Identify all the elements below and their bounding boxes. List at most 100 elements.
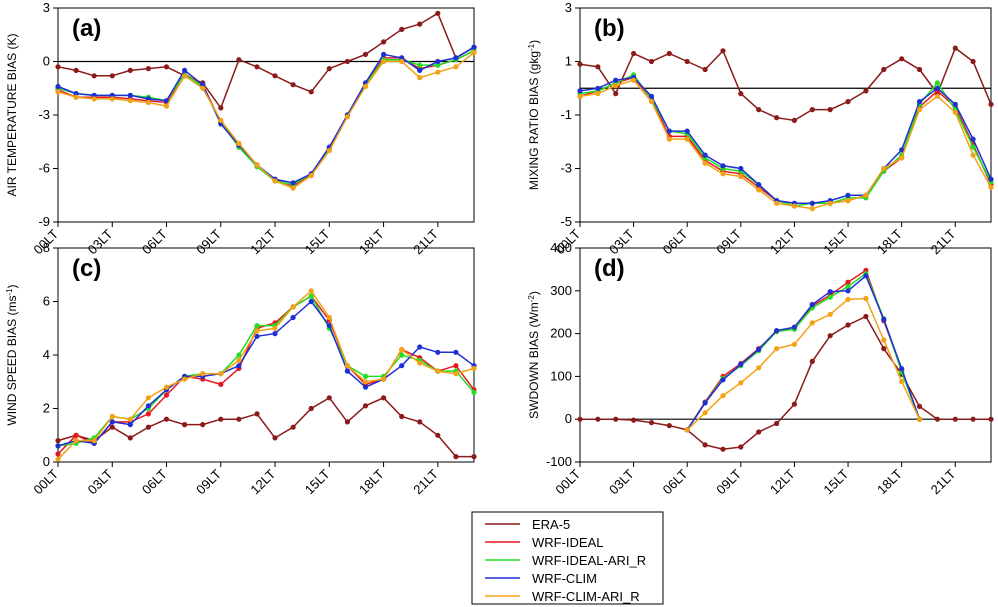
data-point-ideal <box>55 451 61 457</box>
data-point-era5 <box>648 58 655 65</box>
data-point-clim <box>73 91 79 97</box>
data-point-clim_ari <box>145 99 151 106</box>
data-point-era5 <box>970 58 976 65</box>
data-point-clim_ari <box>73 94 79 100</box>
panel-d-xtick-label: 06LT <box>660 466 691 497</box>
panel-b-ytick-label: -3 <box>560 161 572 176</box>
data-point-era5 <box>55 438 61 444</box>
data-point-clim_ari <box>182 376 188 382</box>
data-point-clim <box>435 349 441 355</box>
panel-b-xtick-label: 21LT <box>928 226 959 257</box>
legend-label-wrf-ideal: WRF-IDEAL <box>532 535 604 550</box>
panel-c: 0 2 4 6 8 00LT 03LT 06LT 09LT 12LT 15LT 18LT 21LT WIN… <box>5 240 477 497</box>
panel-c-ytick-label: 8 <box>43 240 50 255</box>
data-point-clim_ari <box>127 416 133 422</box>
data-point-clim <box>881 316 887 323</box>
data-point-clim_ari <box>308 173 314 179</box>
data-point-clim <box>254 333 260 339</box>
data-point-ideal_ari <box>435 62 441 68</box>
data-point-clim_ari <box>200 371 206 377</box>
data-point-era5 <box>290 82 296 88</box>
data-point-clim_ari <box>326 314 332 321</box>
panel-b-series-clim <box>577 74 994 206</box>
data-point-era5 <box>381 395 387 401</box>
data-point-era5 <box>881 346 887 352</box>
panel-a-ylabel: AIR TEMPERATURE BIAS (K) <box>5 34 19 197</box>
data-point-era5 <box>236 416 242 422</box>
series-line-clim <box>686 274 921 431</box>
data-point-era5 <box>435 10 441 16</box>
data-point-clim <box>308 298 314 305</box>
data-point-ideal_ari <box>417 62 423 68</box>
data-point-clim_ari <box>362 379 369 385</box>
data-point-clim_ari <box>163 384 170 390</box>
panel-d-xtick-label: 09LT <box>713 466 744 497</box>
data-point-era5 <box>109 73 115 79</box>
data-point-era5 <box>845 322 851 328</box>
data-point-ideal <box>145 411 151 417</box>
data-point-clim <box>791 324 798 330</box>
data-point-ideal_ari <box>471 389 477 395</box>
panel-d-xtick-label: 00LT <box>552 466 583 497</box>
panel-b-ytick-label: 1 <box>565 54 572 69</box>
data-point-clim_ari <box>399 347 405 353</box>
panel-c-xtick-label: 15LT <box>302 466 333 497</box>
data-point-era5 <box>453 454 459 460</box>
panel-b-frame <box>579 7 992 223</box>
data-point-ideal_ari <box>362 373 369 379</box>
data-point-era5 <box>145 424 151 430</box>
data-point-ideal <box>73 432 79 438</box>
data-point-ideal_ari <box>845 283 851 290</box>
legend-label-era5: ERA-5 <box>532 517 570 532</box>
data-point-clim <box>200 82 206 88</box>
data-point-clim <box>756 182 762 188</box>
panel-c-xtick-label: 00LT <box>30 466 61 497</box>
data-point-clim <box>863 273 869 279</box>
panel-b-xtick-label: 03LT <box>606 226 637 257</box>
data-point-clim <box>613 77 619 83</box>
series-line-ideal <box>57 295 475 455</box>
data-point-clim <box>471 44 477 50</box>
panel-a-xtick-label: 15LT <box>302 226 333 257</box>
data-point-era5 <box>774 115 780 121</box>
series-line-clim_ari <box>57 289 475 460</box>
panel-a-xtick-label: 06LT <box>139 226 170 257</box>
panel-c-series-era5 <box>55 395 477 460</box>
data-point-clim <box>344 368 350 374</box>
panel-c-series-ideal <box>55 293 477 457</box>
legend-label-wrf-ideal-ari-r: WRF-IDEAL-ARI_R <box>532 553 646 568</box>
panel-a-ytick-label: 3 <box>43 0 50 15</box>
data-point-clim_ari <box>145 395 151 401</box>
data-point-era5 <box>899 56 905 62</box>
data-point-era5 <box>308 405 314 412</box>
data-point-clim_ari <box>881 337 887 343</box>
panel-a-series-ideal_ari <box>55 48 477 188</box>
data-point-clim_ari <box>863 192 869 198</box>
data-point-era5 <box>648 420 655 426</box>
panel-a-ytick-label: 0 <box>43 54 50 69</box>
panel-d-frame <box>579 247 992 463</box>
data-point-clim <box>272 331 278 337</box>
data-point-era5 <box>827 333 833 339</box>
data-point-era5 <box>399 413 405 420</box>
data-point-clim <box>381 51 387 58</box>
panel-d-series-era5 <box>577 313 994 452</box>
panel-a-series-era5 <box>55 10 477 111</box>
data-point-clim_ari <box>595 91 601 97</box>
data-point-clim <box>127 92 133 98</box>
data-point-clim_ari <box>127 98 133 104</box>
panel-c-ytick-label: 0 <box>43 454 50 469</box>
data-point-clim <box>290 180 296 186</box>
data-point-era5 <box>471 454 477 460</box>
data-point-clim <box>827 289 833 295</box>
data-point-clim <box>145 403 151 409</box>
data-point-clim <box>145 96 151 102</box>
data-point-clim <box>236 363 242 369</box>
data-point-clim_ari <box>471 50 477 56</box>
data-point-clim <box>55 83 61 90</box>
panel-a-series-clim <box>55 44 477 186</box>
panel-c-ylabel: WIND SPEED BIAS (ms-1) <box>5 284 20 425</box>
data-point-era5 <box>666 50 672 57</box>
panel-d-xtick-label: 03LT <box>606 466 637 497</box>
